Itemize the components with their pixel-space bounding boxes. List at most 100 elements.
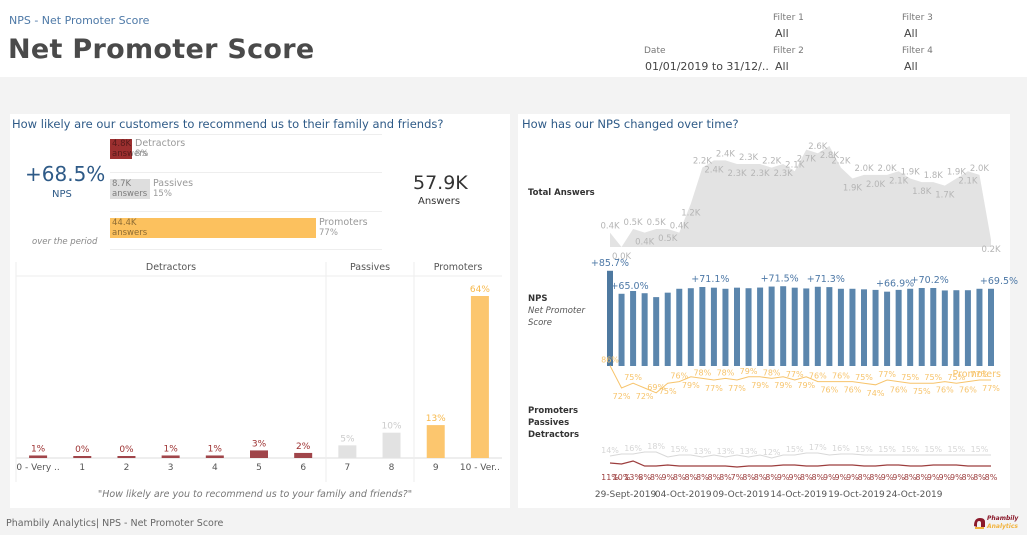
- nps-bar-label: +85.7%: [591, 258, 629, 269]
- passives-point-label: 15%: [947, 445, 965, 454]
- detractors-point-label: 8%: [684, 473, 697, 482]
- group-header-detractors: Detractors: [145, 262, 197, 273]
- x-tick-label: 9: [433, 463, 439, 473]
- detractors-point-label: 7%: [731, 473, 744, 482]
- total-answers-label: 2.3K: [727, 169, 747, 179]
- promoters-point-label: 75%: [855, 373, 873, 382]
- score-bar-label: 2%: [296, 442, 311, 452]
- filter2-label: Filter 2: [773, 46, 804, 56]
- breakdown-unit: answers: [112, 149, 148, 159]
- promoters-point-label: 79%: [751, 381, 769, 390]
- passives-point-label: 15%: [924, 445, 942, 454]
- score-bar-label: 1%: [31, 444, 46, 454]
- promoters-point-label: 86%: [601, 356, 619, 365]
- total-answers-label: 2.1K: [889, 176, 909, 186]
- nps-bar: [872, 289, 879, 366]
- filter4-value[interactable]: All: [904, 60, 918, 73]
- score-bar-label: 0%: [119, 445, 134, 455]
- breakdown-bar-promoters[interactable]: [110, 218, 316, 238]
- passives-point-label: 18%: [647, 442, 665, 451]
- promoters-point-label: 79%: [682, 381, 700, 390]
- nps-bar: [618, 293, 625, 366]
- logo-mark-icon: Phambily Analytics: [974, 515, 1019, 530]
- passives-point-label: 12%: [763, 448, 781, 457]
- row-label-detractors: Detractors: [528, 430, 580, 440]
- nps-bar: [664, 292, 671, 366]
- promoters-point-label: 76%: [820, 386, 838, 395]
- detractors-point-label: 9%: [777, 473, 790, 482]
- breakdown-bar-passives[interactable]: [110, 179, 150, 199]
- nps-bar: [803, 288, 810, 366]
- detractors-point-label: 8%: [650, 473, 663, 482]
- x-tick-label: 6: [300, 463, 306, 473]
- promoters-point-label: 77%: [971, 370, 989, 379]
- detractors-point-label: 8%: [765, 473, 778, 482]
- promoters-point-label: 79%: [774, 381, 792, 390]
- total-answers-label: 1.9K: [843, 183, 863, 193]
- divider: [110, 249, 382, 250]
- passives-point-label: 16%: [624, 444, 642, 453]
- score-bar: [73, 456, 92, 458]
- nps-bar: [757, 287, 764, 366]
- breakdown-unit: answers: [112, 189, 148, 199]
- detractors-point-label: 8%: [719, 473, 732, 482]
- passives-point-label: 17%: [809, 443, 827, 452]
- total-answers-area: [610, 146, 991, 247]
- promoters-point-label: 79%: [740, 367, 758, 376]
- score-bar-label: 64%: [470, 285, 490, 295]
- detractors-point-label: 8%: [904, 473, 917, 482]
- score-bar: [29, 455, 48, 458]
- nps-bar: [907, 288, 914, 366]
- nps-bar-label: +66.9%: [876, 279, 914, 290]
- promoters-point-label: 77%: [728, 384, 746, 393]
- date-filter-value[interactable]: 01/01/2019 to 31/12/..: [645, 60, 769, 73]
- promoters-point-label: 77%: [786, 370, 804, 379]
- breakdown-count: 8.7K: [112, 179, 132, 189]
- detractors-point-label: 9%: [927, 473, 940, 482]
- total-answers-label: 2.1K: [958, 176, 978, 186]
- nps-bar: [976, 288, 983, 366]
- nps-bar: [918, 288, 925, 366]
- breakdown-bar-detractors[interactable]: [110, 139, 132, 159]
- breakdown-pct: 8%: [135, 149, 149, 159]
- nps-kpi-value: +68.5%: [25, 162, 106, 186]
- detractors-point-label: 9%: [846, 473, 859, 482]
- promoters-point-label: 78%: [717, 368, 735, 377]
- detractors-point-label: 8%: [696, 473, 709, 482]
- x-tick-label: 5: [256, 463, 262, 473]
- date-tick-label: 09-Oct-2019: [713, 490, 770, 500]
- breakdown-value-detractors: 4.8K answers: [112, 139, 147, 159]
- total-answers-label: 1.8K: [924, 171, 944, 181]
- nps-bar: [653, 297, 660, 366]
- nps-bar: [826, 287, 833, 366]
- x-tick-label: 8: [389, 463, 395, 473]
- breakdown-value-passives: 8.7K answers: [112, 179, 147, 199]
- total-answers-label: 2.0K: [866, 180, 886, 190]
- promoters-line: [609, 365, 991, 394]
- total-answers-label: 2.0K: [854, 164, 874, 174]
- date-tick-label: 14-Oct-2019: [770, 490, 827, 500]
- filter1-value[interactable]: All: [775, 27, 789, 40]
- detractors-point-label: 8%: [800, 473, 813, 482]
- score-bar-label: 0%: [75, 445, 90, 455]
- filter2-value[interactable]: All: [775, 60, 789, 73]
- logo-line2: Analytics: [986, 523, 1018, 530]
- breadcrumb[interactable]: NPS - Net Promoter Score: [9, 14, 150, 27]
- breakdown-name: Detractors: [135, 138, 186, 149]
- passives-point-label: 15%: [855, 445, 873, 454]
- total-answers-label: 0.4K: [670, 222, 690, 232]
- period-label: over the period: [32, 237, 98, 247]
- promoters-point-label: 76%: [844, 386, 862, 395]
- passives-line: [609, 451, 991, 459]
- nps-bar-label: +71.3%: [807, 274, 845, 285]
- filter3-value[interactable]: All: [904, 27, 918, 40]
- passives-point-label: 15%: [786, 445, 804, 454]
- total-answers-label: 2.2K: [693, 157, 713, 167]
- divider: [110, 172, 382, 173]
- total-answers-label: 2.3K: [739, 153, 759, 163]
- total-answers-label: 2.6K: [808, 142, 828, 152]
- detractors-line: [609, 460, 991, 468]
- total-answers-label: 2.0K: [878, 164, 898, 174]
- nps-bar: [734, 287, 740, 366]
- nps-bar: [791, 287, 798, 366]
